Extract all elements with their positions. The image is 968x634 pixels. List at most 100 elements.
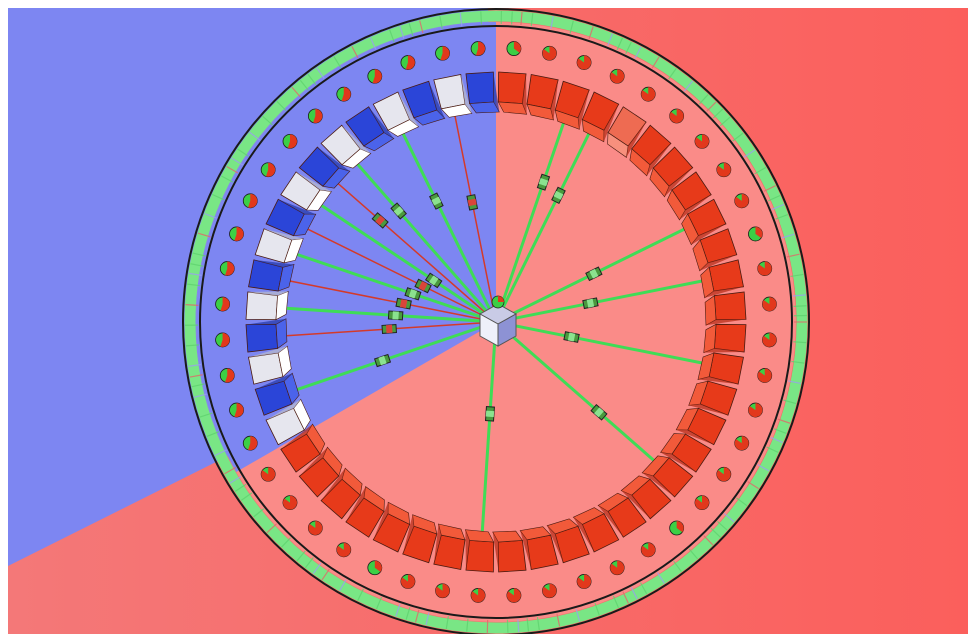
link-green xyxy=(494,118,567,323)
node-block-icon[interactable] xyxy=(245,318,288,353)
packet-icon xyxy=(536,173,551,191)
node-block-icon[interactable] xyxy=(280,171,332,211)
packet-icon xyxy=(390,202,407,220)
node-block-icon[interactable] xyxy=(345,486,385,538)
node-block-icon[interactable] xyxy=(597,492,647,538)
ring-tick xyxy=(616,37,624,51)
ring-tick xyxy=(673,560,682,573)
node-block-icon[interactable] xyxy=(248,259,295,292)
ring-tick xyxy=(792,294,806,297)
node-block-icon[interactable] xyxy=(433,74,473,118)
packet-icon xyxy=(429,192,444,210)
ring-tick xyxy=(575,608,581,622)
link-green xyxy=(400,129,498,323)
node-block-icon[interactable] xyxy=(688,380,738,416)
ring-tick xyxy=(510,11,513,25)
link-green xyxy=(495,278,707,324)
ring-tick xyxy=(253,508,265,518)
node-block-icon[interactable] xyxy=(464,529,495,573)
packet-icon xyxy=(590,403,608,421)
link-green xyxy=(353,160,498,323)
node-block-icon[interactable] xyxy=(465,71,500,114)
node-block-icon[interactable] xyxy=(254,372,300,416)
node-block-icon[interactable] xyxy=(265,198,317,237)
hub-cube-icon[interactable] xyxy=(478,295,518,347)
ring-outline-inner xyxy=(199,25,793,619)
node-block-icon[interactable] xyxy=(345,106,395,152)
pie-indicator-icon xyxy=(229,226,244,242)
packet-icon xyxy=(466,194,479,211)
ring-tick xyxy=(262,115,273,126)
node-block-icon[interactable] xyxy=(372,91,420,137)
node-block-icon[interactable] xyxy=(245,290,289,321)
link-green xyxy=(495,320,658,465)
node-block-icon[interactable] xyxy=(320,124,372,169)
node-block-icon[interactable] xyxy=(372,501,411,553)
node-block-icon[interactable] xyxy=(433,523,466,570)
node-block-icon[interactable] xyxy=(320,467,363,520)
node-block-icon[interactable] xyxy=(497,71,528,115)
ring-tick xyxy=(190,263,204,267)
node-block-icon[interactable] xyxy=(692,228,738,272)
ring-tick xyxy=(229,475,242,484)
ring-tick xyxy=(339,579,347,592)
node-block-icon[interactable] xyxy=(254,228,304,264)
node-block-icon[interactable] xyxy=(607,106,647,158)
ring-tick xyxy=(234,483,247,492)
pie-indicator-icon xyxy=(435,45,450,61)
node-block-icon[interactable] xyxy=(546,518,590,564)
ring-tick xyxy=(414,609,420,623)
link-green xyxy=(494,129,592,323)
node-block-icon[interactable] xyxy=(519,526,559,570)
ring-tick xyxy=(793,305,807,308)
node-block-icon[interactable] xyxy=(402,514,438,564)
node-block-icon[interactable] xyxy=(526,74,559,121)
node-block-icon[interactable] xyxy=(660,433,712,473)
node-block-icon[interactable] xyxy=(700,259,744,299)
pie-indicator-icon xyxy=(282,495,298,511)
ring-tick xyxy=(185,304,199,306)
ring-tick xyxy=(766,446,779,453)
node-block-icon[interactable] xyxy=(572,507,620,553)
ring-tick xyxy=(634,46,642,59)
pie-indicator-icon xyxy=(242,193,258,209)
ring-tick xyxy=(639,582,648,595)
node-block-icon[interactable] xyxy=(265,398,311,446)
ring-tick xyxy=(307,73,317,85)
node-block-icon[interactable] xyxy=(641,455,694,498)
node-block-icon[interactable] xyxy=(675,407,727,446)
ring-tick xyxy=(197,232,211,238)
node-block-icon[interactable] xyxy=(666,171,712,221)
node-block-icon[interactable] xyxy=(554,80,590,130)
pie-indicator-icon xyxy=(716,162,732,178)
ring-tick xyxy=(439,16,443,30)
node-block-icon[interactable] xyxy=(280,423,326,473)
node-block-icon[interactable] xyxy=(298,446,343,498)
packet-icon xyxy=(387,310,404,321)
node-block-icon[interactable] xyxy=(402,80,446,126)
node-block-icon[interactable] xyxy=(649,146,694,198)
node-block-icon[interactable] xyxy=(298,146,351,189)
ring-tick xyxy=(786,253,800,258)
node-block-icon[interactable] xyxy=(681,198,727,246)
ring-tick xyxy=(480,11,483,25)
node-block-icon[interactable] xyxy=(581,91,620,143)
pie-indicator-icon xyxy=(219,261,235,276)
node-block-icon[interactable] xyxy=(629,124,672,177)
ring-tick xyxy=(399,26,405,39)
node-block-icon[interactable] xyxy=(492,530,527,573)
ring-tick xyxy=(723,513,735,523)
hub-right xyxy=(497,313,517,347)
node-block-icon[interactable] xyxy=(703,323,747,354)
ring-tick xyxy=(351,46,359,59)
pie-indicator-icon xyxy=(734,193,750,209)
node-block-icon[interactable] xyxy=(248,345,292,385)
ring-tick xyxy=(281,537,291,548)
ring-tick xyxy=(419,20,424,34)
node-block-icon[interactable] xyxy=(620,475,672,520)
ring-tick xyxy=(754,166,767,175)
node-block-icon[interactable] xyxy=(704,291,747,326)
nodes[interactable] xyxy=(245,71,747,573)
node-block-icon[interactable] xyxy=(697,352,744,385)
pie-indicator-icon xyxy=(219,368,235,383)
